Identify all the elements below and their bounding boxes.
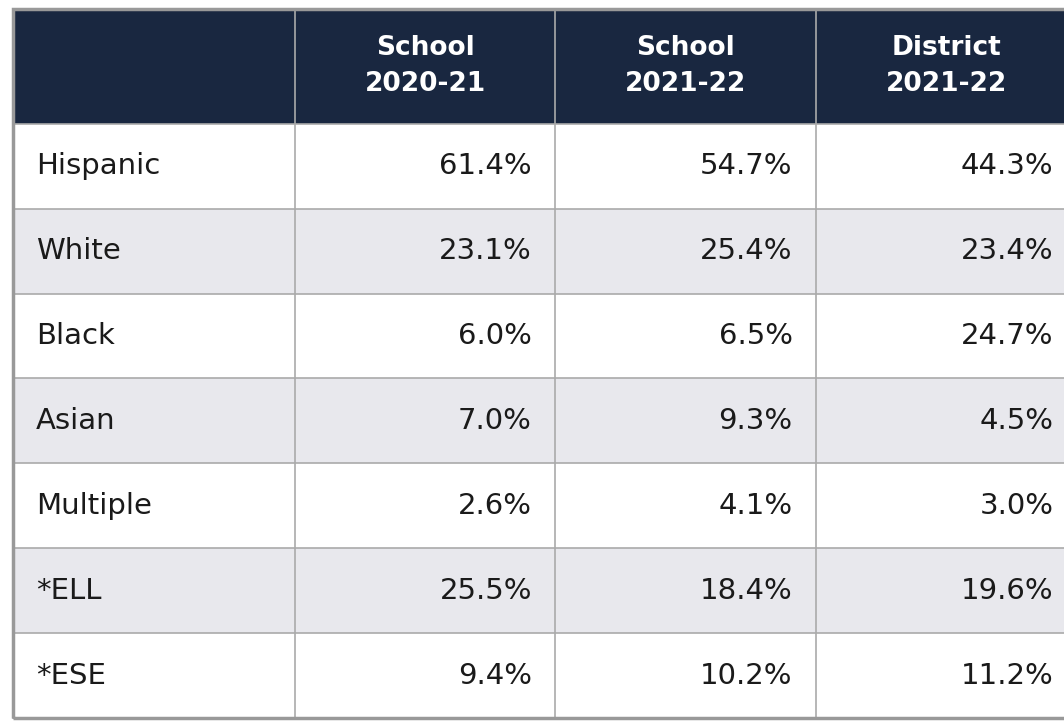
Bar [13, 379, 1064, 463]
Text: 25.4%: 25.4% [700, 237, 793, 265]
Text: 4.1%: 4.1% [718, 492, 793, 520]
Text: 10.2%: 10.2% [700, 662, 793, 690]
Text: 9.3%: 9.3% [718, 407, 793, 435]
Text: *ELL: *ELL [36, 577, 102, 605]
Text: 19.6%: 19.6% [961, 577, 1053, 605]
Text: Hispanic: Hispanic [36, 152, 161, 180]
Text: 6.0%: 6.0% [459, 322, 532, 350]
Text: 3.0%: 3.0% [979, 492, 1053, 520]
Bar [13, 548, 1064, 633]
Text: 6.5%: 6.5% [718, 322, 793, 350]
Text: 9.4%: 9.4% [458, 662, 532, 690]
Bar [13, 209, 1064, 294]
Text: 4.5%: 4.5% [979, 407, 1053, 435]
Text: 54.7%: 54.7% [700, 152, 793, 180]
Text: Multiple: Multiple [36, 492, 152, 520]
Text: 44.3%: 44.3% [961, 152, 1053, 180]
Text: 2.6%: 2.6% [458, 492, 532, 520]
Bar [13, 9, 1064, 124]
Text: *ESE: *ESE [36, 662, 106, 690]
Text: 18.4%: 18.4% [700, 577, 793, 605]
Bar [13, 633, 1064, 718]
Text: 7.0%: 7.0% [459, 407, 532, 435]
Text: District
2021-22: District 2021-22 [886, 35, 1007, 97]
Text: 11.2%: 11.2% [961, 662, 1053, 690]
Text: 61.4%: 61.4% [439, 152, 532, 180]
Text: White: White [36, 237, 121, 265]
Bar [13, 294, 1064, 379]
Text: School
2020-21: School 2020-21 [365, 35, 485, 97]
Text: 23.1%: 23.1% [439, 237, 532, 265]
Text: 23.4%: 23.4% [961, 237, 1053, 265]
Bar [13, 124, 1064, 209]
Text: Black: Black [36, 322, 115, 350]
Text: School
2021-22: School 2021-22 [626, 35, 746, 97]
Text: 24.7%: 24.7% [961, 322, 1053, 350]
Text: Asian: Asian [36, 407, 116, 435]
Text: 25.5%: 25.5% [439, 577, 532, 605]
Bar [13, 463, 1064, 548]
